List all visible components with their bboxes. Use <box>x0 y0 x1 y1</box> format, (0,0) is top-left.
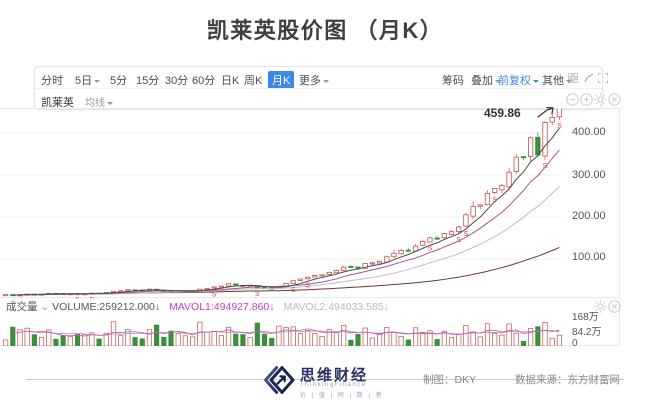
svg-text:S: S <box>255 291 260 298</box>
svg-text:S: S <box>305 282 310 289</box>
svg-text:S: S <box>492 197 497 204</box>
svg-text:S: S <box>557 123 562 130</box>
svg-text:S: S <box>291 287 296 294</box>
svg-text:S: S <box>543 163 548 170</box>
svg-text:S: S <box>428 246 433 253</box>
svg-text:S: S <box>456 237 461 244</box>
svg-text:S: S <box>464 231 469 238</box>
